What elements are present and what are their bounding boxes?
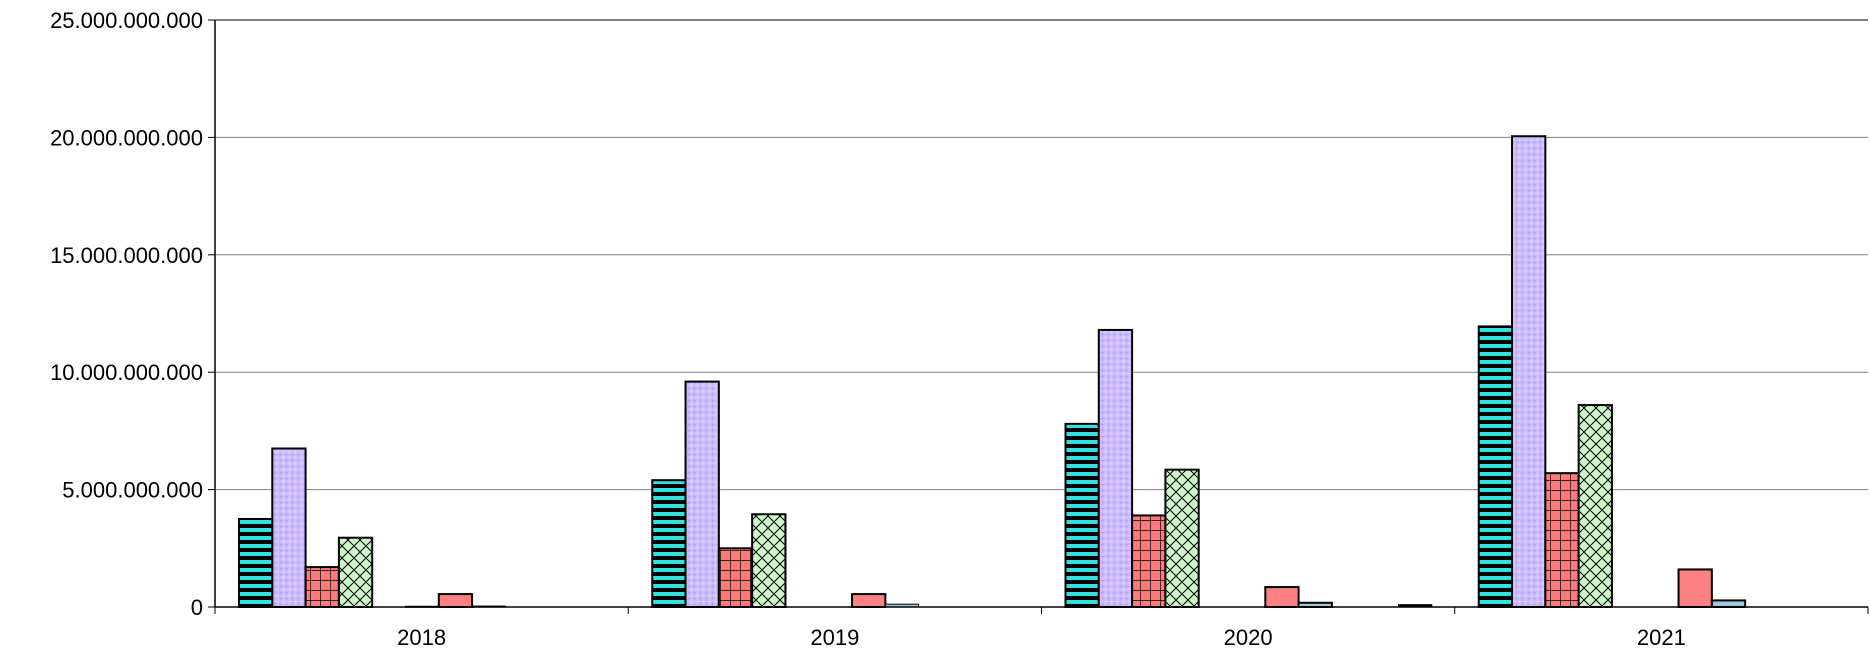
- x-tick-label-2018: 2018: [397, 625, 446, 650]
- bars: [238, 135, 1747, 609]
- bar-series-2-2018: [271, 447, 307, 609]
- bar-series-3-2018: [304, 566, 340, 608]
- bar-series-1-2019: [651, 479, 687, 609]
- bar-series-4-2018: [337, 536, 374, 609]
- x-tick-label-2020: 2020: [1224, 625, 1273, 650]
- y-tick-label: 5.000.000.000: [62, 478, 203, 503]
- gridlines: [215, 19, 1868, 491]
- bar-series-7-2020: [1264, 586, 1300, 608]
- bar-series-2-2019: [684, 380, 720, 609]
- bar-series-4-2021: [1577, 404, 1613, 608]
- bar-series-7-2018: [437, 593, 474, 608]
- bar-series-3-2020: [1131, 514, 1167, 608]
- bar-series-2-2020: [1097, 328, 1134, 608]
- bar-series-1-2018: [238, 517, 274, 609]
- y-axis-tick-labels: 0 5.000.000.000 10.000.000.000 15.000.000.0…: [50, 8, 203, 620]
- bar-series-1-2020: [1064, 422, 1100, 608]
- bar-series-4-2020: [1164, 468, 1200, 608]
- y-tick-label: 20.000.000.000: [50, 125, 203, 150]
- bar-series-1-2021: [1477, 325, 1514, 608]
- bar-series-7-2019: [851, 593, 887, 608]
- y-tick-label: 10.000.000.000: [50, 360, 203, 385]
- x-axis-tick-labels: 2018 2019 2020 2021: [397, 625, 1686, 650]
- y-tick-label: 15.000.000.000: [50, 243, 203, 268]
- bar-series-4-2019: [751, 513, 787, 609]
- x-tick-label-2019: 2019: [810, 625, 859, 650]
- y-tick-label: 0: [191, 595, 203, 620]
- axes: [208, 19, 1869, 614]
- bar-series-8-2021: [1710, 599, 1747, 608]
- bar-series-2-2021: [1511, 135, 1547, 608]
- bar-series-7-2021: [1677, 568, 1713, 609]
- bar-series-3-2021: [1544, 472, 1580, 608]
- bar-series-3-2019: [717, 547, 754, 608]
- y-tick-label: 25.000.000.000: [50, 8, 203, 33]
- x-tick-label-2021: 2021: [1637, 625, 1686, 650]
